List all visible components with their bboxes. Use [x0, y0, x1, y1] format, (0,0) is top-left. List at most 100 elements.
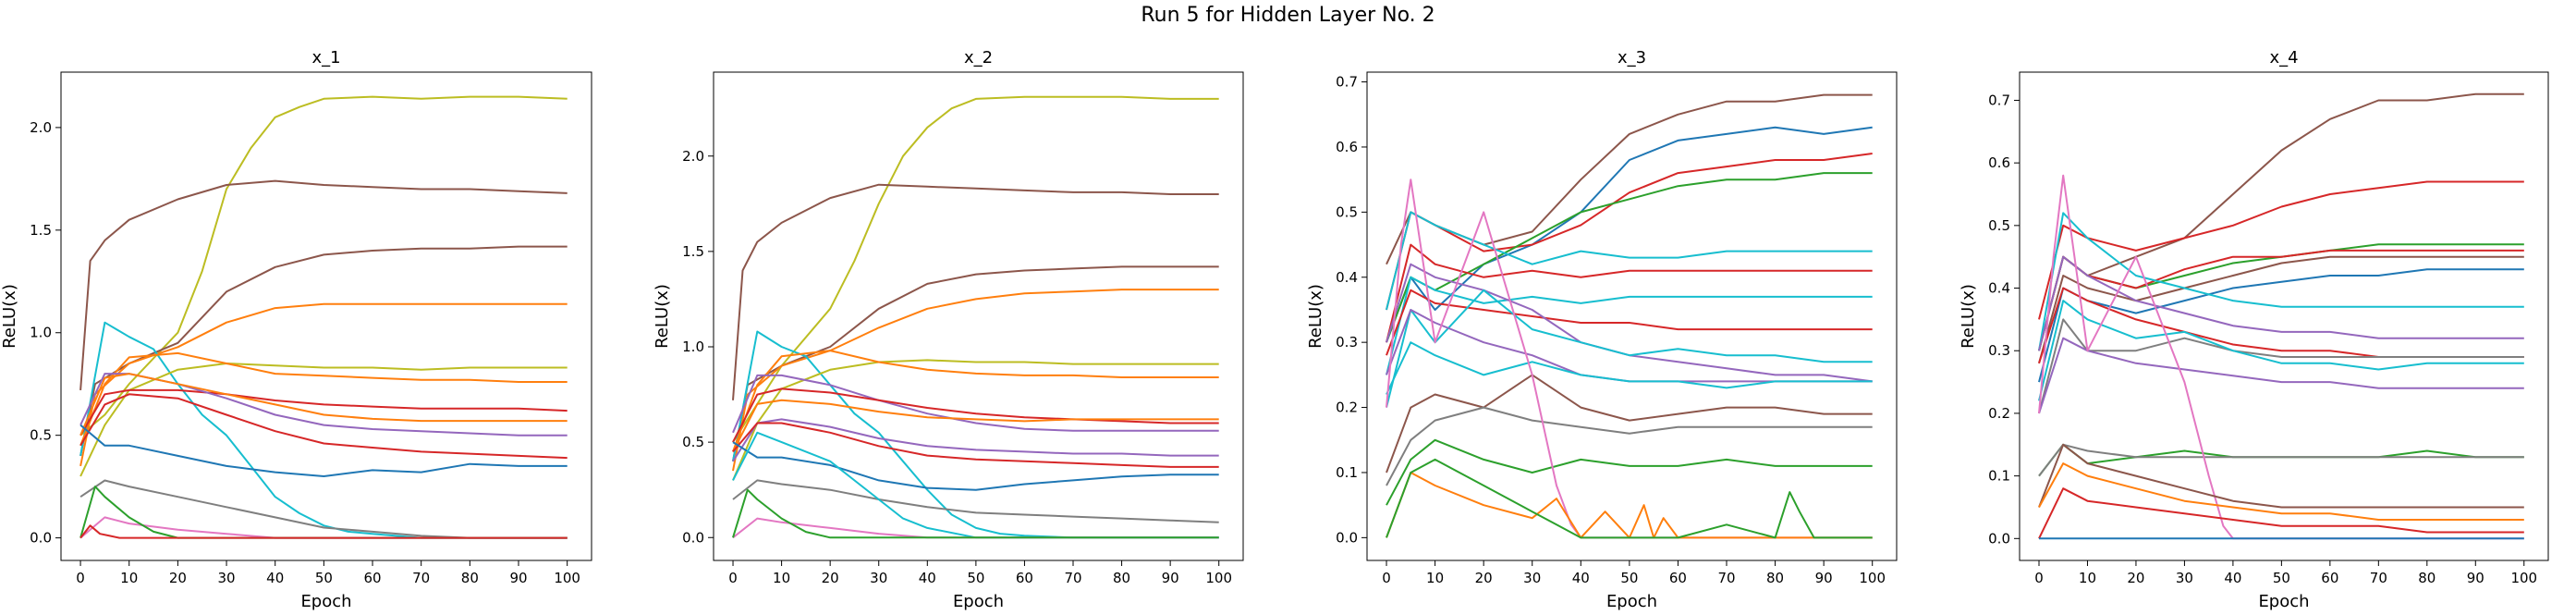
- y-tick-label: 0.7: [1988, 92, 2010, 108]
- x-tick-label: 80: [1113, 570, 1130, 586]
- series-line-15: [1386, 438, 1873, 506]
- x-tick-label: 80: [2418, 570, 2436, 586]
- series-line-5: [79, 321, 568, 539]
- series-line-14: [1386, 406, 1873, 486]
- y-tick-label: 0.5: [30, 427, 52, 444]
- series-line-9: [732, 387, 1219, 443]
- y-tick-label: 0.0: [30, 530, 52, 547]
- series-line-3: [79, 245, 568, 457]
- y-tick-label: 0.3: [1336, 334, 1358, 351]
- x-tick-label: 80: [1766, 570, 1784, 586]
- y-tick-label: 0.1: [1336, 464, 1358, 481]
- series-line-15: [79, 486, 568, 539]
- x-tick-label: 20: [1475, 570, 1493, 586]
- x-tick-label: 60: [2321, 570, 2338, 586]
- x-tick-label: 0: [1382, 570, 1391, 586]
- x-tick-label: 0: [2034, 570, 2044, 586]
- series-line-5: [732, 330, 1219, 539]
- y-axis-label: ReLU(x): [1959, 284, 1978, 349]
- series-line-11: [1386, 309, 1873, 383]
- series-line-2: [1386, 126, 1873, 343]
- x-tick-label: 20: [169, 570, 187, 586]
- y-tick-label: 0.0: [1988, 530, 2010, 547]
- x-tick-label: 50: [1620, 570, 1638, 586]
- subplot-x4: 0 10 20 30 40 50 60 70 80 90 100 0.0 0.1 0.2 0.3 0.4 0.5…: [1959, 48, 2549, 611]
- series-group: [732, 95, 1219, 539]
- x-tick-label: 40: [1572, 570, 1590, 586]
- series-line-1: [732, 95, 1219, 443]
- x-axis-label: Epoch: [1606, 592, 1657, 611]
- x-tick-label: 30: [870, 570, 887, 586]
- series-line-11: [79, 393, 568, 460]
- axes-frame: [60, 71, 592, 561]
- y-tick-label: 0.7: [1336, 74, 1358, 91]
- y-tick-label: 0.5: [1336, 203, 1358, 220]
- x-tick-label: 70: [1064, 570, 1081, 586]
- x-tick-label: 60: [1669, 570, 1687, 586]
- series-line-8: [1386, 289, 1873, 356]
- series-line-12: [2038, 337, 2524, 414]
- series-line-1: [79, 95, 568, 437]
- subplot-x2: 0 10 20 30 40 50 60 70 80 90 100 0.0 0.5 1.0 1.5 2.0 x_2…: [653, 48, 1244, 611]
- series-line-5: [2038, 255, 2524, 364]
- y-tick-label: 0.5: [682, 434, 704, 450]
- subplot-title: x_2: [964, 48, 993, 68]
- series-line-2: [2038, 180, 2524, 320]
- axes-frame: [1366, 71, 1898, 561]
- y-tick-label: 1.5: [682, 243, 704, 260]
- x-tick-label: 70: [1717, 570, 1735, 586]
- series-line-2: [79, 179, 568, 390]
- x-tick-label: 40: [266, 570, 284, 586]
- subplot-title: x_4: [2269, 48, 2298, 68]
- series-line-7: [2038, 212, 2524, 351]
- y-tick-label: 0.6: [1988, 154, 2010, 171]
- x-tick-label: 100: [2510, 570, 2537, 586]
- x-tick-label: 10: [773, 570, 790, 586]
- x-tick-label: 90: [509, 570, 527, 586]
- x-tick-label: 0: [76, 570, 85, 586]
- series-line-18: [1386, 458, 1873, 539]
- x-tick-label: 50: [2273, 570, 2290, 586]
- series-line-13: [2038, 443, 2524, 477]
- series-line-17: [732, 488, 1219, 539]
- x-tick-label: 30: [1523, 570, 1541, 586]
- series-line-7: [732, 350, 1219, 452]
- series-line-11: [732, 418, 1219, 462]
- series-line-3: [2038, 243, 2524, 351]
- x-axis-label: Epoch: [2258, 592, 2309, 611]
- series-line-4: [732, 289, 1219, 472]
- y-tick-label: 2.0: [30, 119, 52, 136]
- series-line-15: [2038, 174, 2524, 540]
- series-line-10: [732, 399, 1219, 452]
- series-line-9: [2038, 287, 2524, 364]
- axes-frame: [713, 71, 1244, 561]
- x-tick-label: 90: [1162, 570, 1179, 586]
- x-tick-label: 0: [728, 570, 738, 586]
- x-tick-label: 10: [1426, 570, 1444, 586]
- series-line-3: [732, 265, 1219, 461]
- x-tick-label: 60: [1016, 570, 1033, 586]
- y-axis-label: ReLU(x): [0, 284, 19, 349]
- y-tick-label: 1.5: [30, 222, 52, 239]
- subplot-title: x_1: [311, 48, 340, 68]
- series-line-12: [79, 424, 568, 477]
- y-axis-label: ReLU(x): [1306, 284, 1325, 349]
- x-tick-label: 20: [2127, 570, 2144, 586]
- series-line-13: [1386, 374, 1873, 474]
- x-tick-label: 100: [554, 570, 580, 586]
- series-line-16: [2038, 443, 2524, 509]
- x-tick-label: 50: [967, 570, 984, 586]
- axes-frame: [2019, 71, 2549, 561]
- y-tick-label: 1.0: [682, 338, 704, 355]
- x-tick-label: 70: [2370, 570, 2387, 586]
- series-group: [79, 95, 568, 539]
- y-tick-label: 0.2: [1988, 405, 2010, 422]
- x-tick-label: 30: [217, 570, 235, 586]
- x-axis-label: Epoch: [300, 592, 351, 611]
- y-tick-label: 1.0: [30, 325, 52, 341]
- subplot-x3: 0 10 20 30 40 50 60 70 80 90 100 0.0 0.1 0.2 0.3 0.4 0.5…: [1306, 48, 1898, 611]
- y-tick-label: 0.0: [1336, 529, 1358, 546]
- x-tick-label: 100: [1205, 570, 1232, 586]
- x-tick-label: 100: [1859, 570, 1886, 586]
